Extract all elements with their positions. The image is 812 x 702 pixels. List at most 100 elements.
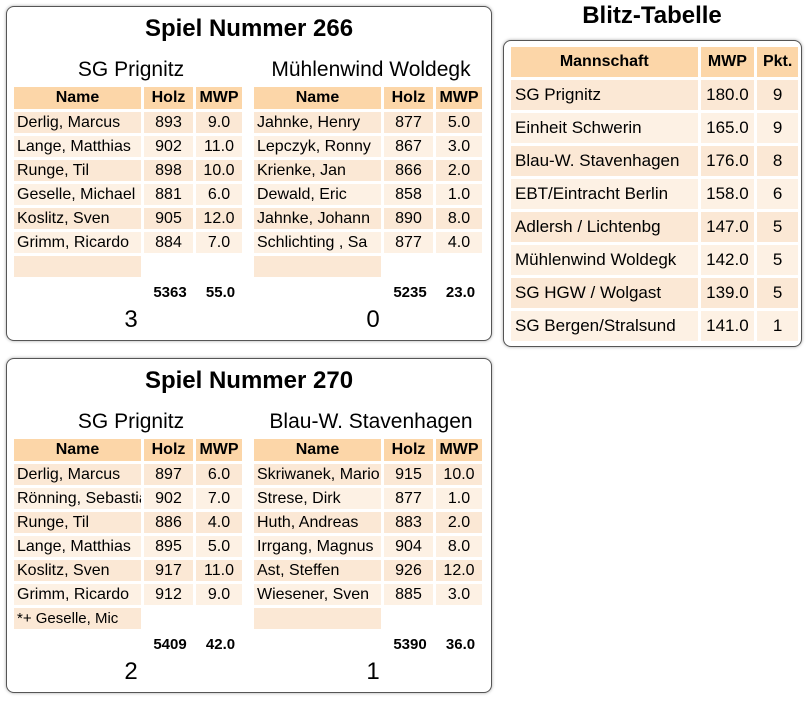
player-name: Rönning, Sebastian xyxy=(14,488,141,509)
player-row: Skriwanek, Mario 915 10.0 xyxy=(254,464,482,485)
header-name: Name xyxy=(254,87,381,109)
lineup-header-row: Name Holz MWP xyxy=(14,439,242,461)
header-mwp: MWP xyxy=(196,87,242,109)
player-name: Huth, Andreas xyxy=(254,512,381,533)
substitute-name xyxy=(254,256,381,277)
substitute-holz xyxy=(144,608,193,629)
totals-spacer xyxy=(14,632,141,656)
player-mwp: 5.0 xyxy=(196,536,242,557)
player-mwp: 6.0 xyxy=(196,464,242,485)
away-team-name: Blau-W. Stavenhagen xyxy=(269,410,473,433)
standings-pkt: 5 xyxy=(757,212,798,242)
away-score: 1 xyxy=(366,658,380,685)
player-holz: 926 xyxy=(384,560,433,581)
player-mwp: 10.0 xyxy=(436,464,482,485)
substitute-mwp xyxy=(196,608,242,629)
player-holz: 867 xyxy=(384,136,433,157)
standings-mwp: 176.0 xyxy=(700,146,755,176)
game-card-266: Spiel Nummer 266 Name Holz MWP Derlig, Marcu… xyxy=(6,6,492,341)
player-mwp: 12.0 xyxy=(196,208,242,229)
player-row: Dewald, Eric 858 1.0 xyxy=(254,184,482,205)
player-name: Ast, Steffen xyxy=(254,560,381,581)
standings-title: Blitz-Tabelle xyxy=(582,2,722,29)
total-holz: 5390 xyxy=(393,635,427,653)
player-row: Lange, Matthias 895 5.0 xyxy=(14,536,242,557)
home-score: 3 xyxy=(124,306,138,333)
player-mwp: 7.0 xyxy=(196,488,242,509)
player-mwp: 8.0 xyxy=(436,536,482,557)
player-row: Grimm, Ricardo 884 7.0 xyxy=(14,232,242,253)
substitute-holz xyxy=(384,256,433,277)
player-name: Runge, Til xyxy=(14,512,141,533)
header-holz: Holz xyxy=(144,87,193,109)
player-row: Lepczyk, Ronny 867 3.0 xyxy=(254,136,482,157)
player-name: Krienke, Jan xyxy=(254,160,381,181)
player-mwp: 11.0 xyxy=(196,560,242,581)
away-lineup-table: Name Holz MWP Jahnke, Henry 877 5.0 Lepczyk, R… xyxy=(251,84,485,307)
lineup-header-row: Name Holz MWP xyxy=(254,87,482,109)
player-name: Runge, Til xyxy=(14,160,141,181)
standings-team: EBT/Eintracht Berlin xyxy=(511,179,698,209)
standings-mwp: 147.0 xyxy=(700,212,755,242)
standings-mwp: 158.0 xyxy=(700,179,755,209)
header-name: Name xyxy=(254,439,381,461)
player-holz: 877 xyxy=(384,232,433,253)
standings-pkt: 9 xyxy=(757,113,798,143)
totals-row: 5235 23.0 xyxy=(254,280,482,304)
away-score: 0 xyxy=(366,306,380,333)
standings-mwp: 141.0 xyxy=(700,311,755,341)
player-row: Koslitz, Sven 905 12.0 xyxy=(14,208,242,229)
standings-header-row: Mannschaft MWP Pkt. xyxy=(511,47,798,77)
game-title: Spiel Nummer 270 xyxy=(144,367,354,394)
player-row: Koslitz, Sven 917 11.0 xyxy=(14,560,242,581)
standings-team: SG Bergen/Stralsund xyxy=(511,311,698,341)
player-row: Runge, Til 898 10.0 xyxy=(14,160,242,181)
substitute-mwp xyxy=(436,256,482,277)
header-pkt: Pkt. xyxy=(757,47,798,77)
standings-pkt: 1 xyxy=(757,311,798,341)
player-name: Koslitz, Sven xyxy=(14,208,141,229)
standings-table: Mannschaft MWP Pkt. SG Prignitz 180.0 9 Ein… xyxy=(508,44,801,344)
substitute-name xyxy=(254,608,381,629)
totals-row: 5390 36.0 xyxy=(254,632,482,656)
player-mwp: 8.0 xyxy=(436,208,482,229)
player-name: Skriwanek, Mario xyxy=(254,464,381,485)
substitute-row: *+ Geselle, Mic xyxy=(14,608,242,629)
standings-row: Mühlenwind Woldegk 142.0 5 xyxy=(511,245,798,275)
player-row: Jahnke, Henry 877 5.0 xyxy=(254,112,482,133)
player-name: Geselle, Michael xyxy=(14,184,141,205)
game-card-270: Spiel Nummer 270 Name Holz MWP Derlig, Marcu… xyxy=(6,358,492,693)
player-name: Dewald, Eric xyxy=(254,184,381,205)
substitute-row xyxy=(14,256,242,277)
player-mwp: 3.0 xyxy=(436,584,482,605)
substitute-name: *+ Geselle, Mic xyxy=(14,608,141,629)
player-mwp: 9.0 xyxy=(196,584,242,605)
player-row: Derlig, Marcus 893 9.0 xyxy=(14,112,242,133)
standings-team: SG Prignitz xyxy=(511,80,698,110)
home-team-name: SG Prignitz xyxy=(77,58,185,81)
player-name: Koslitz, Sven xyxy=(14,560,141,581)
header-team: Mannschaft xyxy=(511,47,698,77)
home-team-name: SG Prignitz xyxy=(77,410,185,433)
away-team-name: Mühlenwind Woldegk xyxy=(271,58,471,81)
player-row: Grimm, Ricardo 912 9.0 xyxy=(14,584,242,605)
player-holz: 905 xyxy=(144,208,193,229)
standings-card: Mannschaft MWP Pkt. SG Prignitz 180.0 9 Ein… xyxy=(503,40,802,347)
total-holz: 5409 xyxy=(153,635,187,653)
player-mwp: 10.0 xyxy=(196,160,242,181)
player-holz: 885 xyxy=(384,584,433,605)
header-mwp: MWP xyxy=(196,439,242,461)
player-holz: 866 xyxy=(384,160,433,181)
standings-pkt: 5 xyxy=(757,245,798,275)
player-mwp: 9.0 xyxy=(196,112,242,133)
standings-row: EBT/Eintracht Berlin 158.0 6 xyxy=(511,179,798,209)
player-holz: 890 xyxy=(384,208,433,229)
player-row: Krienke, Jan 866 2.0 xyxy=(254,160,482,181)
player-name: Schlichting , Sa xyxy=(254,232,381,253)
standings-mwp: 139.0 xyxy=(700,278,755,308)
player-row: Jahnke, Johann 890 8.0 xyxy=(254,208,482,229)
standings-pkt: 5 xyxy=(757,278,798,308)
standings-mwp: 165.0 xyxy=(700,113,755,143)
player-mwp: 7.0 xyxy=(196,232,242,253)
player-mwp: 3.0 xyxy=(436,136,482,157)
